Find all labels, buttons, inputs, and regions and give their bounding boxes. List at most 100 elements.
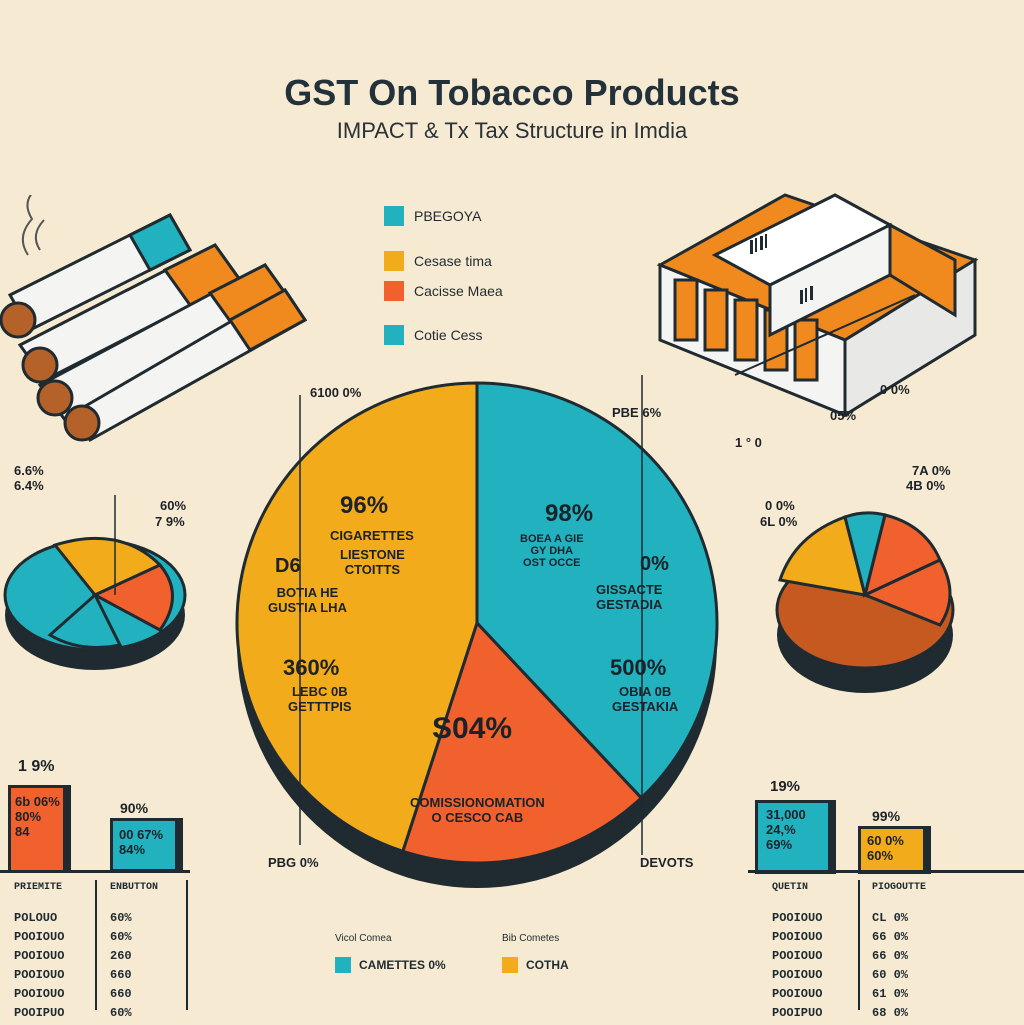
table-cell: 66 0% [872,949,909,963]
teal-pct-2: 0% [640,553,669,575]
cigarettes-illustration [0,195,308,442]
stack-label: 05% [830,408,857,423]
bar-label: 31,000 24,% 69% [766,807,806,852]
cigarette [67,287,308,442]
legend-item: Cotie Cess [384,324,482,346]
table-cell: POOIOUO [772,930,823,944]
pie-label: PBG 0% [268,855,319,870]
bar-group-title: 19% [770,778,801,795]
legend-swatch [384,325,404,345]
stack-label: 0 0% [880,382,910,397]
legend-swatch [384,206,404,226]
table-header: PIOGOUTTE [872,882,927,893]
bottom-legend-title: Vicol Comea [335,933,392,944]
cigarette-packs-illustration [656,193,979,418]
table-divider [858,880,860,1010]
table-cell: POOIPUO [14,1006,65,1020]
table-divider [95,880,97,1010]
table-cell: POOIOUO [14,949,65,963]
legend-item: PBEGOYA [384,205,481,227]
table-cell: POOIPUO [772,1006,823,1020]
table-cell: POOIOUO [772,911,823,925]
table-cell: POOIOUO [772,987,823,1001]
mini-pie-slice [52,536,163,597]
table-cell: 61 0% [872,987,909,1001]
mini-pie-slice [47,592,123,649]
bar: 00 67% 84% [110,818,183,872]
data-table: QUETIN POOIOUO POOIOUO POOIOUO POOIOUO P… [772,882,822,1025]
bar: 60 0% 60% [858,826,931,874]
legend-swatch [384,281,404,301]
legend-swatch [502,957,518,973]
teal-text-2: GISSACTE GESTADIA [596,582,663,612]
table-cell: CL 0% [872,911,909,925]
table-cell: 60% [110,930,132,944]
table-cell: 60 0% [872,968,909,982]
table-cell: POOIOUO [14,987,65,1001]
bar-label: 6b 06% 80% 84 [15,794,60,839]
data-table: PRIEMITE POLOUO POOIOUO POOIOUO POOIOUO … [14,882,64,1025]
legend-label: CAMETTES 0% [359,958,446,972]
legend-swatch [384,251,404,271]
teal-pct-1: 98% [545,500,594,527]
pie-label: 6100 0% [310,385,362,400]
mini-pie-label: 7A 0% [912,463,951,478]
mini-pie-slice [91,563,174,632]
bar-label: 00 67% 84% [119,827,164,857]
legend-label: Cotie Cess [414,327,483,343]
yellow-text-4: LEBC 0B GETTTPIS [288,684,352,714]
pie-slice-yellow [235,381,479,854]
data-table: PIOGOUTTE CL 0% 66 0% 66 0% 60 0% 61 0% … [872,882,926,1025]
table-cell: POOIOUO [772,949,823,963]
mini-pie-label: 4B 0% [906,478,946,493]
legend-label: PBEGOYA [414,208,482,224]
bar-top-label: 90% [120,800,149,816]
table-rule [748,870,1024,873]
page-subtitle: IMPACT & Tx Tax Structure in Imdia [336,118,688,143]
orange-text: COMISSIONOMATION O CESCO CAB [410,795,545,825]
yellow-text-3: BOTIA HE GUSTIA LHA [268,585,347,615]
bar-label: 60 0% 60% [867,833,904,863]
table-cell: POOIOUO [772,968,823,982]
bar: 6b 06% 80% 84 [8,785,71,873]
legend-item: Cesase tima [384,250,492,272]
main-pie-chart [235,375,719,888]
table-divider [186,880,188,1010]
teal-text-3: OBIA 0B GESTAKIA [612,684,679,714]
bottom-legend-item: COTHA [502,957,569,973]
mini-pie-label: 0 0% [765,498,795,513]
data-table: ENBUTTON 60% 60% 260 660 660 60% [110,882,158,1025]
mini-pie-label: 60% [160,498,187,513]
page-title: GST On Tobacco Products [284,72,740,113]
table-rule [0,870,190,873]
bar: 31,000 24,% 69% [755,800,836,874]
teal-text-1: BOEA A GIE GY DHA OST OCCE [520,533,584,569]
yellow-pct-1: 96% [340,492,389,519]
table-cell: 66 0% [872,930,909,944]
table-cell: 60% [110,911,132,925]
yellow-pct-3: 360% [283,655,340,680]
legend-label: Cesase tima [414,253,492,269]
mini-pie-label: 6.6% [14,463,44,478]
table-cell: 68 0% [872,1006,909,1020]
table-cell: 660 [110,987,132,1001]
mini-pie-slice [778,515,868,597]
legend-swatch [335,957,351,973]
table-cell: POOIOUO [14,930,65,944]
teal-pct-3: 500% [610,655,667,680]
table-header: ENBUTTON [110,882,159,893]
bar-group-title: 1 9% [18,758,55,775]
pie-label: DEVOTS [640,855,694,870]
mini-pie-label: 6L 0% [760,514,798,529]
orange-pct: S04% [432,712,513,745]
yellow-pct-2: D6 [275,555,301,577]
mini-pie-label: 7 9% [155,514,185,529]
pie-slice-teal [475,381,719,801]
pie-slice-orange [400,620,644,865]
table-cell: 260 [110,949,132,963]
yellow-text-2: LIESTONE CTOITTS [340,547,405,577]
table-header: QUETIN [772,882,809,893]
yellow-text-1: CIGARETTES [330,528,414,543]
bottom-legend-title: Bib Cometes [502,933,560,944]
pie-label: PBE 6% [612,405,662,420]
